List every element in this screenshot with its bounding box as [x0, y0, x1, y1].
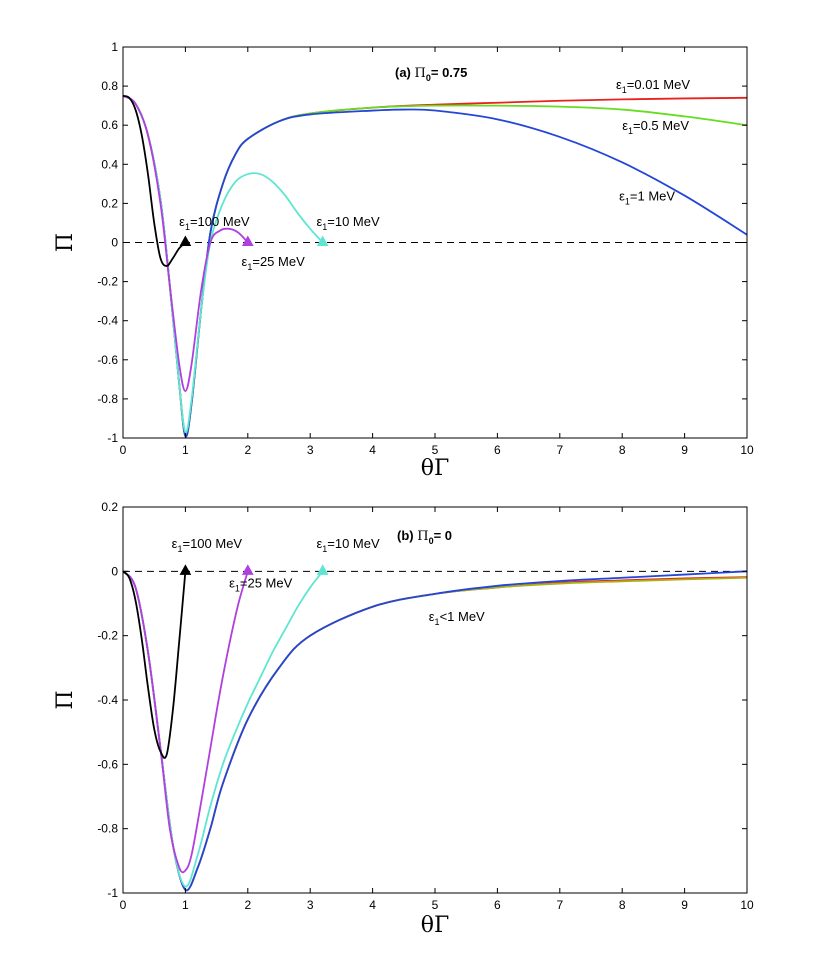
panel-a-curve-label: ε1=100 MeV	[179, 214, 250, 232]
panel-b-y-ticks: -1 -0.8 -0.6 -0.4 -0.2 0 0.2	[97, 500, 747, 900]
panel-a-curve-label: ε1=25 MeV	[242, 254, 306, 272]
panel-b-series-group	[122, 570, 748, 892]
panel-b-x-tick-label: 7	[556, 898, 563, 912]
panel-a: 0 1 2 3 4 5 6 7 8 9 10 -1 -0.8 -0.6 -0.4 -0.2 0 0.2 0.4 0.…	[53, 40, 754, 481]
panel-a-y-axis-label: Π	[53, 233, 78, 252]
panel-b-end-markers	[179, 564, 329, 575]
panel-a-y-tick-label: 0.8	[101, 79, 118, 93]
panel-b-plot-area	[122, 564, 748, 892]
panel-b-curve-label: ε1=100 MeV	[172, 536, 243, 554]
panel-a-x-tick-label: 7	[556, 443, 563, 457]
panel-b-x-tick-label: 10	[740, 898, 754, 912]
panel-a-x-tick-label: 4	[369, 443, 376, 457]
panel-a-x-tick-label: 9	[681, 443, 688, 457]
panel-a-curve-label: ε1=10 MeV	[316, 214, 380, 232]
panel-b-y-tick-label: -0.6	[97, 757, 118, 771]
panel-a-curve-label: ε1=0.01 MeV	[616, 77, 690, 95]
panel-a-y-tick-label: -0.6	[97, 353, 118, 367]
panel-b-x-tick-label: 4	[369, 898, 376, 912]
panel-b-x-tick-label: 6	[494, 898, 501, 912]
panel-a-y-tick-label: -0.4	[97, 314, 118, 328]
panel-a-y-ticks: -1 -0.8 -0.6 -0.4 -0.2 0 0.2 0.4 0.6 0.8 1	[97, 40, 747, 445]
panel-a-title: (a) Π0= 0.75	[395, 65, 467, 83]
panel-a-series-1-25-mev	[122, 95, 249, 392]
panel-b-y-tick-label: 0.2	[101, 500, 118, 514]
panel-b-series-1-100-mev	[122, 570, 187, 759]
panel-a-curve-label: ε1=0.5 MeV	[622, 118, 689, 136]
panel-a-x-tick-label: 6	[494, 443, 501, 457]
panel-a-y-tick-label: 1	[111, 40, 118, 54]
panel-a-x-ticks: 0 1 2 3 4 5 6 7 8 9 10	[120, 47, 754, 457]
panel-a-plot-area	[122, 94, 748, 438]
panel-a-y-tick-label: 0.4	[101, 157, 118, 171]
panel-b-title: (b) Π0= 0	[397, 528, 452, 546]
panel-a-y-tick-label: -1	[107, 431, 118, 445]
panel-a-curve-label: ε1=1 MeV	[619, 188, 675, 206]
panel-b-y-tick-label: -0.2	[97, 629, 118, 643]
panel-b-y-tick-label: -0.8	[97, 822, 118, 836]
panel-b-x-tick-label: 2	[244, 898, 251, 912]
panel-a-y-tick-label: -0.8	[97, 392, 118, 406]
panel-a-x-axis-label: θΓ	[421, 456, 450, 481]
panel-a-x-tick-label: 3	[307, 443, 314, 457]
panel-a-x-tick-label: 5	[432, 443, 439, 457]
panel-b-y-tick-label: -1	[107, 886, 118, 900]
panel-a-endpoint-triangle-1-25-mev	[241, 235, 254, 246]
panel-b-x-ticks: 0 1 2 3 4 5 6 7 8 9 10	[120, 507, 754, 912]
panel-a-curve-labels: ε1=0.01 MeV ε1=0.5 MeV ε1=1 MeV ε1=100 MeV ε…	[179, 77, 690, 272]
panel-b-x-axis-label: θΓ	[421, 913, 450, 938]
panel-a-y-tick-label: 0.2	[101, 196, 118, 210]
panel-b-y-tick-label: -0.4	[97, 693, 118, 707]
panel-a-x-tick-label: 1	[182, 443, 189, 457]
panel-a-end-markers	[179, 235, 329, 246]
panel-b-curve-labels: ε1=100 MeV ε1=10 MeV ε1=25 MeV ε1<1 MeV	[172, 536, 485, 627]
panel-b-x-tick-label: 1	[182, 898, 189, 912]
panel-a-x-tick-label: 10	[740, 443, 754, 457]
panel-b-curve-label: ε1=10 MeV	[316, 536, 380, 554]
panel-b-endpoint-triangle-1-10-mev	[316, 564, 329, 575]
panel-b-x-tick-label: 5	[432, 898, 439, 912]
panel-b-x-tick-label: 0	[120, 898, 127, 912]
panel-a-endpoint-triangle-1-100-mev	[179, 235, 192, 246]
panel-a-x-tick-label: 0	[120, 443, 127, 457]
panel-b-x-tick-label: 9	[681, 898, 688, 912]
panel-a-endpoint-triangle-1-10-mev	[316, 235, 329, 246]
panel-b-y-axis-label: Π	[53, 690, 78, 709]
panel-b-series-1-25-mev	[122, 570, 249, 874]
panel-a-series-1-100-mev	[122, 94, 187, 267]
panel-a-y-tick-label: 0	[111, 236, 118, 250]
panel-b-x-tick-label: 8	[619, 898, 626, 912]
panel-a-x-tick-label: 2	[244, 443, 251, 457]
panel-b-curve-label: ε1=25 MeV	[229, 575, 293, 593]
panel-a-y-tick-label: -0.2	[97, 275, 118, 289]
panel-b-curve-label: ε1<1 MeV	[429, 609, 485, 627]
panel-a-series-group	[122, 94, 748, 438]
panel-a-x-tick-label: 8	[619, 443, 626, 457]
panel-b-endpoint-triangle-1-25-mev	[241, 564, 254, 575]
panel-b-endpoint-triangle-1-100-mev	[179, 564, 192, 575]
panel-b-y-tick-label: 0	[111, 564, 118, 578]
panel-b: 0 1 2 3 4 5 6 7 8 9 10 -1 -0.8 -0.6 -0.4 -0.2 0 0.2 ε1=1…	[53, 500, 754, 938]
panel-a-y-tick-label: 0.6	[101, 118, 118, 132]
panel-b-x-tick-label: 3	[307, 898, 314, 912]
